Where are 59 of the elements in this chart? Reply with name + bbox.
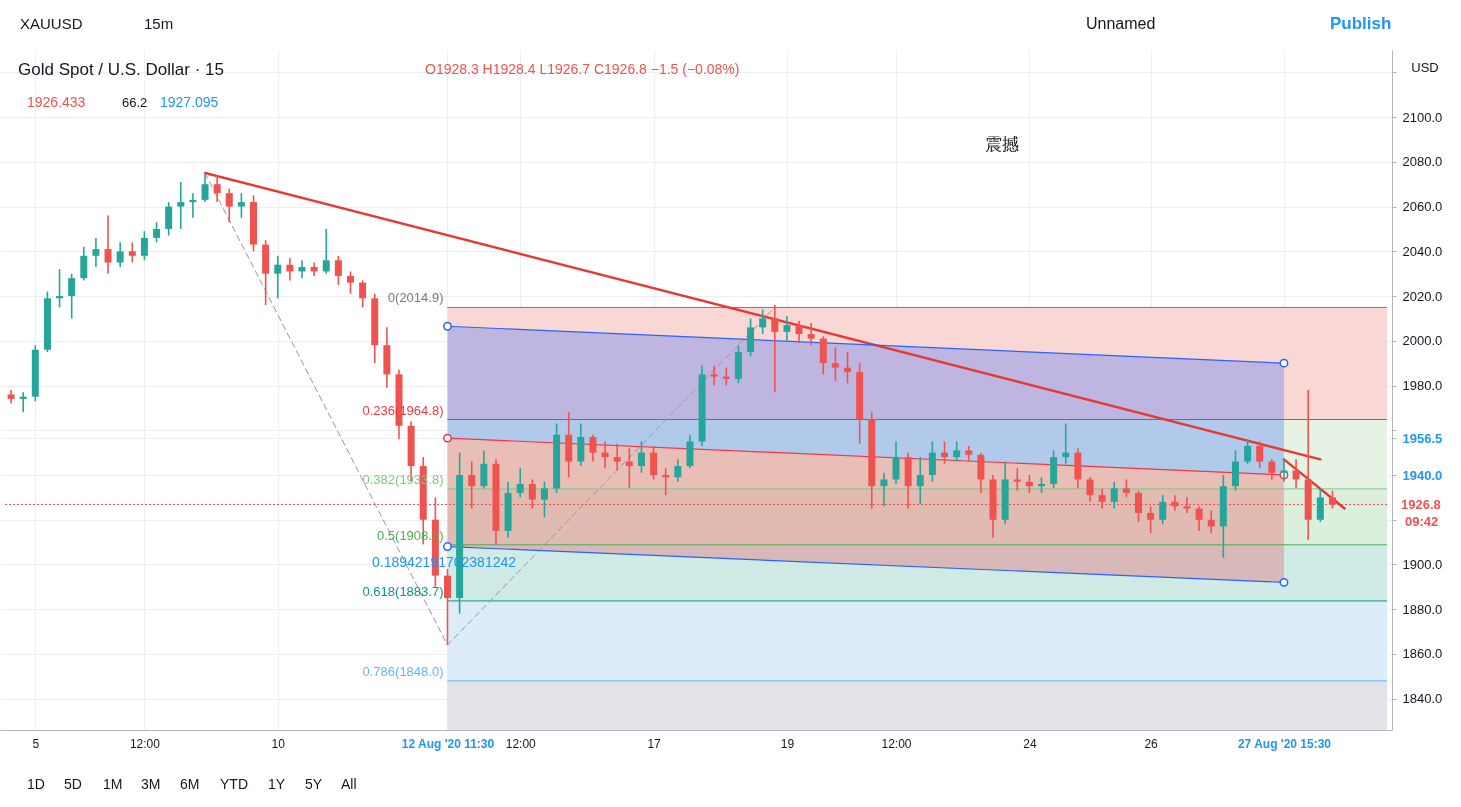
x-tick-label: 10: [271, 736, 286, 751]
x-tick-label: 24: [1023, 736, 1037, 751]
text: 3M: [141, 776, 161, 792]
y-tick-label: 1956.5: [1402, 430, 1443, 446]
candlestick: [540, 480, 548, 519]
text: O1928.3 H1928.4 L1926.7 C1926.8 −1.5 (−0.08%): [425, 61, 740, 77]
annotation: 震撼: [985, 135, 1019, 154]
text: 1Y: [268, 776, 286, 792]
y-tick-label: 2000.0: [1402, 333, 1443, 349]
x-tick-label: 17: [647, 736, 662, 751]
y-tick-label: 1840.0: [1402, 691, 1443, 707]
text: XAUUSD: [20, 15, 83, 32]
point: [443, 321, 452, 331]
text: Publish: [1330, 14, 1392, 33]
text: 09:42: [1405, 514, 1439, 529]
y-tick-label: 1980.0: [1402, 378, 1443, 394]
x-tick-label: 12:00: [129, 736, 161, 751]
annotation: 1926.433: [27, 94, 86, 110]
point: [443, 542, 452, 552]
point: [1279, 358, 1289, 368]
candlestick: [831, 346, 839, 382]
candlestick: [237, 192, 245, 219]
annotation: 66.2: [122, 95, 148, 110]
y-tick-label: 1900.0: [1402, 556, 1443, 572]
point: [1279, 577, 1289, 587]
ref-line-label: 1926.8: [1401, 496, 1441, 512]
x-tick-label: 27 Aug '20 15:30: [1237, 736, 1332, 751]
candlestick: [710, 364, 718, 387]
text: 1D: [27, 776, 45, 792]
y-axis-title: USD: [1411, 60, 1439, 75]
text: 5D: [64, 776, 82, 792]
y-tick-label: 2100.0: [1402, 109, 1443, 125]
text: All: [341, 776, 357, 792]
text: YTD: [220, 776, 248, 792]
x-tick-label: 26: [1144, 736, 1159, 751]
y-tick-label: 1860.0: [1402, 646, 1443, 662]
text: 6M: [180, 776, 200, 792]
text: Gold Spot / U.S. Dollar · 15: [18, 60, 224, 79]
ref-line-label: 0(2014.9): [387, 290, 444, 306]
x-tick-label: 12:00: [881, 736, 912, 751]
text: 5Y: [305, 776, 323, 792]
annotation: 1927.095: [160, 94, 219, 110]
y-tick-label: 1880.0: [1402, 601, 1443, 617]
text: 15m: [144, 15, 174, 32]
y-tick-label: 2060.0: [1402, 199, 1443, 215]
ref-line-label: 0.618(1883.7): [362, 583, 444, 599]
y-tick-label: 2020.0: [1402, 288, 1443, 304]
ref-line-label: 0.786(1848.0): [362, 663, 444, 679]
point: [443, 433, 452, 443]
text: 1M: [103, 776, 123, 792]
x-tick-label: 5: [32, 736, 40, 751]
y-tick-label: 2040.0: [1402, 243, 1443, 259]
x-tick-label: 12 Aug '20 11:30: [401, 736, 495, 751]
candlestick: [1013, 467, 1021, 492]
y-tick-label: 1940.0: [1402, 467, 1443, 483]
x-tick-label: 19: [780, 736, 795, 751]
x-tick-label: 12:00: [505, 736, 537, 751]
y-tick-label: 2080.0: [1402, 154, 1443, 170]
text: Unnamed: [1086, 15, 1156, 32]
